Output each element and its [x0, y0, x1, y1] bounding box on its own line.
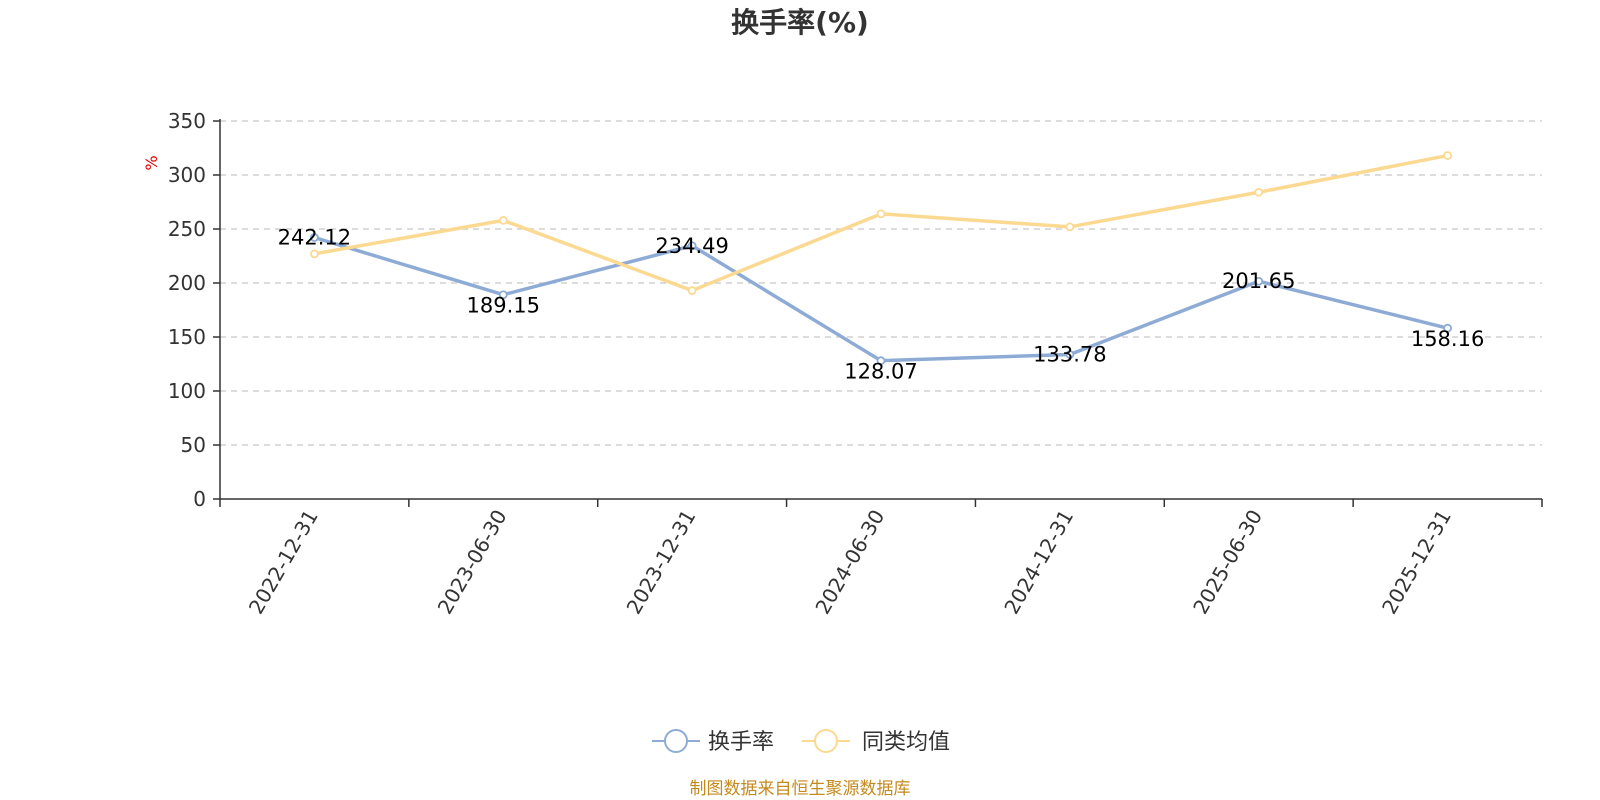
data-label-1: 189.15 [467, 294, 540, 318]
point-0-4 [1065, 350, 1075, 359]
point-0-3 [876, 356, 886, 366]
legend-marker-0 [664, 729, 688, 753]
y-axis: 0 50 100 150 200 250 300 350 [168, 109, 221, 511]
x-tick-label-0: 2022-12-31 [244, 506, 323, 619]
data-label-0: 242.12 [278, 226, 351, 250]
legend[interactable]: 换手率 同类均值 [652, 729, 950, 755]
data-label-5: 201.65 [1222, 269, 1295, 293]
point-0-5 [1254, 276, 1264, 286]
x-tick-label-3: 2024-06-30 [810, 506, 889, 619]
point-0-2 [687, 241, 697, 251]
point-1-2 [687, 286, 697, 295]
data-label-3: 128.07 [844, 360, 917, 384]
x-tick-label-1: 2023-06-30 [433, 506, 512, 619]
point-0-6 [1443, 323, 1452, 333]
legend-item-1[interactable]: 同类均值 [802, 729, 950, 755]
x-tick-label-5: 2025-06-30 [1188, 506, 1267, 619]
point-1-4 [1065, 222, 1075, 232]
legend-item-0[interactable]: 换手率 [652, 729, 774, 755]
legend-label-0: 换手率 [708, 730, 774, 755]
x-tick-label-4: 2024-12-31 [999, 506, 1078, 619]
x-axis: 2022-12-31 2023-06-30 2023-12-31 2024-06-30… [219, 498, 1543, 619]
point-1-1 [498, 215, 508, 225]
y-tick-label-4: 200 [168, 271, 206, 295]
point-0-0 [310, 233, 319, 242]
data-label-4: 133.78 [1033, 343, 1106, 367]
y-tick-label-2: 100 [168, 379, 206, 403]
data-labels: 242.12 189.15 234.49 128.07 133.78 201.65 158.… [278, 226, 1485, 384]
y-tick-label-7: 350 [168, 109, 206, 133]
point-1-3 [876, 209, 886, 219]
x-tick-label-6: 2025-12-31 [1377, 506, 1456, 619]
point-1-0 [310, 249, 319, 259]
source-note: 制图数据来自恒生聚源数据库 [690, 779, 911, 799]
data-label-6: 158.16 [1411, 327, 1484, 351]
y-tick-label-3: 150 [168, 325, 206, 349]
data-label-2: 234.49 [655, 234, 728, 258]
y-tick-label-5: 250 [168, 217, 206, 241]
grid-lines [220, 120, 1542, 446]
y-tick-label-1: 50 [181, 433, 206, 457]
point-1-6 [1443, 151, 1452, 160]
point-1-5 [1254, 187, 1264, 197]
point-0-1 [498, 290, 508, 300]
y-axis-unit: % [142, 155, 161, 170]
y-tick-label-6: 300 [168, 163, 206, 187]
chart-title: 换手率(%) [731, 6, 869, 39]
series-lines [310, 151, 1452, 366]
x-tick-label-2: 2023-12-31 [622, 506, 701, 619]
legend-label-1: 同类均值 [862, 730, 950, 755]
legend-marker-1 [814, 729, 838, 753]
y-tick-label-0: 0 [193, 487, 206, 511]
